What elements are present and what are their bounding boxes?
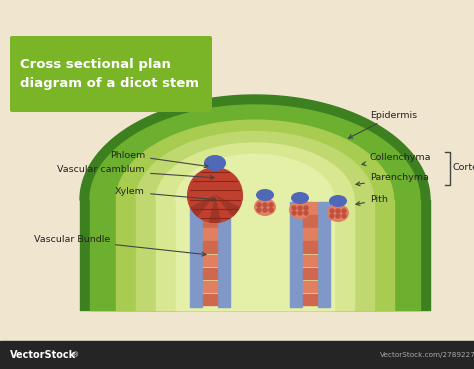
Wedge shape [215, 195, 243, 207]
Polygon shape [136, 132, 374, 310]
Polygon shape [80, 200, 430, 310]
Text: Phloem: Phloem [110, 151, 208, 168]
Polygon shape [290, 202, 302, 307]
Polygon shape [176, 200, 334, 310]
Ellipse shape [289, 201, 311, 219]
Circle shape [336, 209, 340, 213]
Polygon shape [90, 105, 420, 310]
Polygon shape [203, 241, 217, 253]
Wedge shape [215, 195, 232, 222]
Polygon shape [179, 200, 331, 310]
Text: Epidermis: Epidermis [348, 110, 417, 138]
Polygon shape [203, 215, 217, 227]
Circle shape [257, 208, 261, 212]
Polygon shape [303, 215, 317, 227]
Text: ®: ® [72, 352, 79, 358]
Polygon shape [303, 281, 317, 292]
Polygon shape [176, 154, 334, 310]
Circle shape [298, 206, 302, 210]
Circle shape [304, 206, 308, 210]
Wedge shape [198, 195, 215, 222]
Ellipse shape [329, 195, 347, 207]
Ellipse shape [327, 204, 349, 222]
Ellipse shape [204, 155, 226, 171]
Text: Cross sectional plan
diagram of a dicot stem: Cross sectional plan diagram of a dicot … [20, 58, 199, 90]
Polygon shape [117, 120, 393, 310]
Text: Cortex: Cortex [453, 163, 474, 172]
Polygon shape [156, 200, 354, 310]
Circle shape [304, 211, 308, 215]
Polygon shape [203, 202, 217, 214]
Polygon shape [136, 200, 374, 310]
Polygon shape [303, 294, 317, 306]
Text: Pith: Pith [356, 196, 388, 206]
Polygon shape [90, 200, 420, 310]
Polygon shape [156, 143, 354, 310]
Polygon shape [117, 200, 393, 310]
Polygon shape [203, 255, 217, 266]
Circle shape [263, 208, 267, 212]
Text: VectorStock.com/27892278: VectorStock.com/27892278 [380, 352, 474, 358]
Wedge shape [190, 195, 215, 217]
Circle shape [292, 211, 296, 215]
Polygon shape [80, 95, 430, 310]
Polygon shape [303, 202, 317, 214]
Polygon shape [0, 341, 474, 369]
Circle shape [298, 211, 302, 215]
Ellipse shape [254, 198, 276, 216]
Polygon shape [303, 255, 317, 266]
Circle shape [263, 203, 267, 207]
Polygon shape [303, 268, 317, 279]
Polygon shape [179, 164, 331, 310]
Polygon shape [190, 202, 202, 307]
Polygon shape [203, 294, 217, 306]
Circle shape [342, 209, 346, 213]
Circle shape [187, 167, 243, 223]
Wedge shape [215, 195, 240, 217]
Circle shape [257, 203, 261, 207]
Text: Parenchyma: Parenchyma [356, 173, 429, 186]
Polygon shape [303, 228, 317, 240]
Text: Vascular Bundle: Vascular Bundle [34, 235, 206, 256]
Polygon shape [203, 268, 217, 279]
Circle shape [342, 214, 346, 218]
Circle shape [330, 214, 334, 218]
Circle shape [269, 208, 273, 212]
FancyBboxPatch shape [10, 36, 212, 112]
Polygon shape [303, 241, 317, 253]
Circle shape [336, 214, 340, 218]
Text: Xylem: Xylem [115, 187, 216, 201]
Text: Vascular camblum: Vascular camblum [57, 166, 214, 179]
Circle shape [292, 206, 296, 210]
Circle shape [269, 203, 273, 207]
Ellipse shape [256, 189, 274, 201]
Circle shape [330, 209, 334, 213]
Wedge shape [209, 195, 221, 223]
Text: Collenchyma: Collenchyma [362, 154, 431, 166]
Polygon shape [203, 228, 217, 240]
Wedge shape [187, 195, 215, 207]
Polygon shape [203, 281, 217, 292]
Text: VectorStock: VectorStock [10, 350, 76, 360]
Polygon shape [218, 202, 230, 307]
Ellipse shape [291, 192, 309, 204]
Polygon shape [318, 202, 330, 307]
